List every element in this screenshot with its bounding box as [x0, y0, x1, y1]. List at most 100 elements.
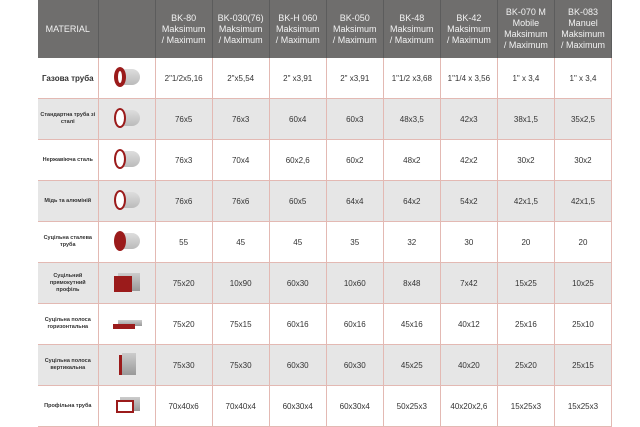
stainless-pipe-icon: [112, 148, 142, 170]
header-model: BK-80 Maksimum / Maximum: [155, 0, 213, 58]
material-image: [98, 58, 156, 99]
capacity-value: 2"1/2x5,16: [155, 58, 213, 99]
header-model: BK-48 Maksimum / Maximum: [383, 0, 441, 58]
header-line: / Maximum: [161, 34, 206, 45]
table-row: Суцільний прямокутний профіль 75x20 10x90 6…: [38, 262, 613, 304]
capacity-value: 75x30: [155, 344, 213, 386]
capacity-value: 42x2: [440, 139, 498, 181]
vertical-flat-bar-icon: [112, 353, 142, 375]
header-line: / Maximum: [503, 40, 548, 50]
table-row: Стандартна труба зі сталі 76x5 76x3 60x4 60x…: [38, 98, 613, 140]
header-line: Maksimum: [447, 23, 491, 34]
table-row: Суцільна полоса вертикальна 75x30 75x30 60x…: [38, 344, 613, 386]
material-image: [98, 262, 156, 304]
rectangular-tube-icon: [112, 394, 142, 416]
header-model: BK-H 060 Maksimum / Maximum: [269, 0, 327, 58]
header-line: BK-H 060: [278, 12, 318, 23]
capacity-value: 40x20x2,6: [440, 385, 498, 427]
header-model: BK-42 Maksimum / Maximum: [440, 0, 498, 58]
header-icon: [98, 0, 156, 58]
capacity-value: 60x16: [269, 303, 327, 345]
capacity-value: 30: [440, 221, 498, 263]
capacity-value: 30x2: [497, 139, 555, 181]
capacity-value: 60x2,6: [269, 139, 327, 181]
material-image: [98, 221, 156, 263]
capacity-value: 70x40x4: [212, 385, 270, 427]
capacity-value: 8x48: [383, 262, 441, 304]
header-line: Maksimum: [504, 29, 548, 39]
capacity-value: 70x4: [212, 139, 270, 181]
copper-pipe-icon: [112, 189, 142, 211]
capacity-value: 25x10: [554, 303, 613, 345]
capacity-value: 40x20: [440, 344, 498, 386]
gas-pipe-icon: [112, 66, 142, 88]
capacity-value: 20: [497, 221, 555, 263]
header-line: / Maximum: [560, 40, 605, 50]
capacity-value: 2" x3,91: [269, 58, 327, 99]
table-row: Профільна труба 70x40x6 70x40x4 60x30x4 60x3…: [38, 385, 613, 427]
material-image: [98, 344, 156, 386]
header-line: Maksimum: [390, 23, 434, 34]
header-line: Maksimum: [218, 23, 263, 34]
capacity-value: 75x30: [212, 344, 270, 386]
capacity-value: 75x20: [155, 303, 213, 345]
capacity-value: 45x16: [383, 303, 441, 345]
capacity-value: 76x6: [212, 180, 270, 222]
header-line: / Maximum: [218, 34, 263, 45]
capacity-value: 1" x 3,4: [554, 58, 613, 99]
capacity-value: 60x30x4: [269, 385, 327, 427]
header-line: BK-42: [456, 12, 482, 23]
capacity-value: 25x15: [554, 344, 613, 386]
horizontal-flat-bar-icon: [112, 312, 142, 334]
header-line: BK-083: [567, 7, 598, 17]
material-name: Профільна труба: [38, 385, 99, 427]
capacity-value: 55: [155, 221, 213, 263]
capacity-value: 1" x 3,4: [497, 58, 555, 99]
capacity-value: 75x15: [212, 303, 270, 345]
capacity-value: 60x30: [326, 344, 384, 386]
steel-pipe-icon: [112, 107, 142, 129]
capacity-value: 42x1,5: [554, 180, 613, 222]
capacity-value: 60x2: [326, 139, 384, 181]
capacity-value: 60x16: [326, 303, 384, 345]
header-line: BK-48: [399, 12, 425, 23]
header-line: Maksimum: [561, 29, 605, 39]
material-name: Мідь та алюміній: [38, 180, 99, 222]
capacity-value: 7x42: [440, 262, 498, 304]
header-line: BK-050: [339, 12, 370, 23]
capacity-value: 30x2: [554, 139, 613, 181]
capacity-value: 60x3: [326, 98, 384, 140]
capacity-value: 25x16: [497, 303, 555, 345]
header-line: / Maximum: [275, 34, 320, 45]
capacity-value: 48x3,5: [383, 98, 441, 140]
capacity-value: 45: [269, 221, 327, 263]
table-row: Суцільна сталева труба 55 45 45 35 32 30 20 20: [38, 221, 613, 263]
header-line: Maksimum: [333, 23, 377, 34]
table-row: Мідь та алюміній 76x6 76x6 60x5 64x4 64x2 54x2…: [38, 180, 613, 222]
capacity-value: 1"1/2 x3,68: [383, 58, 441, 99]
header-model: BK-083 Manuel Maksimum / Maximum: [554, 0, 613, 58]
capacity-value: 60x5: [269, 180, 327, 222]
material-name: Суцільний прямокутний профіль: [38, 262, 99, 304]
capacity-value: 35: [326, 221, 384, 263]
capacity-value: 40x12: [440, 303, 498, 345]
header-model: BK-070 M Mobile Maksimum / Maximum: [497, 0, 555, 58]
capacity-value: 42x3: [440, 98, 498, 140]
capacity-value: 60x30: [269, 344, 327, 386]
table-row: Нержавіюча сталь 76x3 70x4 60x2,6 60x2 48x2 42…: [38, 139, 613, 181]
header-line: Maksimum: [275, 23, 320, 34]
capacity-value: 70x40x6: [155, 385, 213, 427]
capacity-value: 76x5: [155, 98, 213, 140]
header-line: / Maximum: [389, 34, 434, 45]
material-name: Стандартна труба зі сталі: [38, 98, 99, 140]
capacity-value: 64x2: [383, 180, 441, 222]
capacity-value: 60x30: [269, 262, 327, 304]
header-line: BK-80: [171, 12, 197, 23]
material-name: Суцільна сталева труба: [38, 221, 99, 263]
capacity-value: 45: [212, 221, 270, 263]
table-row: Суцільна полоса горизонтальна 75x20 75x15 6…: [38, 303, 613, 345]
capacity-value: 1"1/4 x 3,56: [440, 58, 498, 99]
material-image: [98, 303, 156, 345]
header-line: BK-070 M: [505, 7, 546, 17]
capacity-value: 75x20: [155, 262, 213, 304]
